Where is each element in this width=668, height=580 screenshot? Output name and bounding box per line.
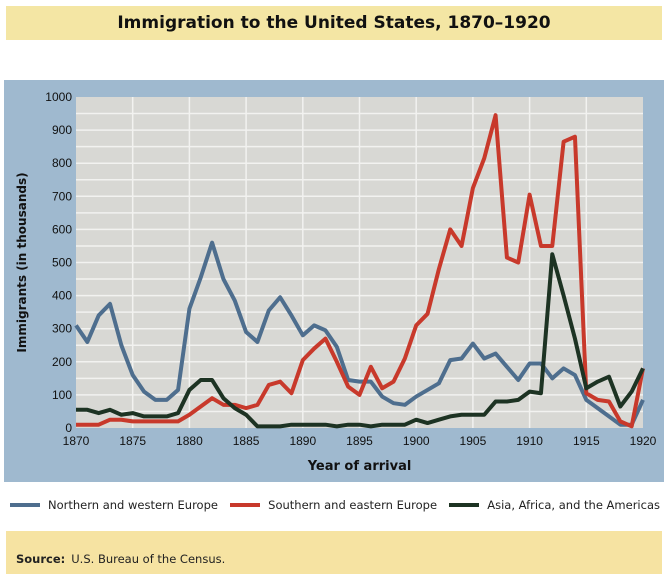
x-tick-label: 1900 xyxy=(403,434,430,448)
y-tick-label: 200 xyxy=(52,355,72,369)
legend-item-northern-western: Northern and western Europe xyxy=(10,498,218,512)
legend-label: Asia, Africa, and the Americas xyxy=(487,498,660,512)
chart-title: Immigration to the United States, 1870–1… xyxy=(6,6,662,40)
y-tick-label: 800 xyxy=(52,156,72,170)
y-tick-label: 500 xyxy=(52,256,72,270)
series-line-2 xyxy=(76,252,645,429)
source-note: Source: U.S. Bureau of the Census. xyxy=(6,531,662,574)
x-tick-label: 1910 xyxy=(516,434,543,448)
x-tick-label: 1905 xyxy=(460,434,487,448)
y-tick-label: 600 xyxy=(52,222,72,236)
x-tick-label: 1885 xyxy=(233,434,260,448)
x-tick-label: 1915 xyxy=(573,434,600,448)
legend-swatch xyxy=(10,503,40,507)
legend-label: Northern and western Europe xyxy=(48,498,218,512)
x-tick-label: 1920 xyxy=(630,434,657,448)
source-label: Source: xyxy=(16,552,66,566)
series-line-0 xyxy=(74,240,645,427)
y-tick-label: 700 xyxy=(52,189,72,203)
legend-swatch xyxy=(449,503,480,507)
y-tick-label: 0 xyxy=(65,421,72,435)
legend-item-asia-africa-americas: Asia, Africa, and the Americas xyxy=(449,498,660,512)
series-line-1 xyxy=(76,113,645,429)
legend-label: Southern and eastern Europe xyxy=(268,498,438,512)
x-tick-label: 1880 xyxy=(176,434,203,448)
y-tick-label: 400 xyxy=(52,289,72,303)
y-tick-label: 100 xyxy=(52,388,72,402)
y-tick-label: 1000 xyxy=(45,90,72,104)
x-tick-label: 1875 xyxy=(119,434,146,448)
y-tick-label: 300 xyxy=(52,322,72,336)
legend-swatch xyxy=(230,503,261,507)
x-tick-label: 1895 xyxy=(346,434,373,448)
source-text: U.S. Bureau of the Census. xyxy=(71,552,226,566)
legend-item-southern-eastern: Southern and eastern Europe xyxy=(230,498,437,512)
line-chart: 0 100 200 300 400 500 600 700 800 900 1000 1870 1875… xyxy=(15,90,657,474)
legend: Northern and western Europe Southern and… xyxy=(10,498,660,512)
y-axis-label: Immigrants (in thousands) xyxy=(15,172,29,352)
x-axis-label: Year of arrival xyxy=(307,459,412,474)
y-tick-label: 900 xyxy=(52,123,72,137)
x-tick-label: 1870 xyxy=(63,434,90,448)
x-tick-label: 1890 xyxy=(289,434,316,448)
